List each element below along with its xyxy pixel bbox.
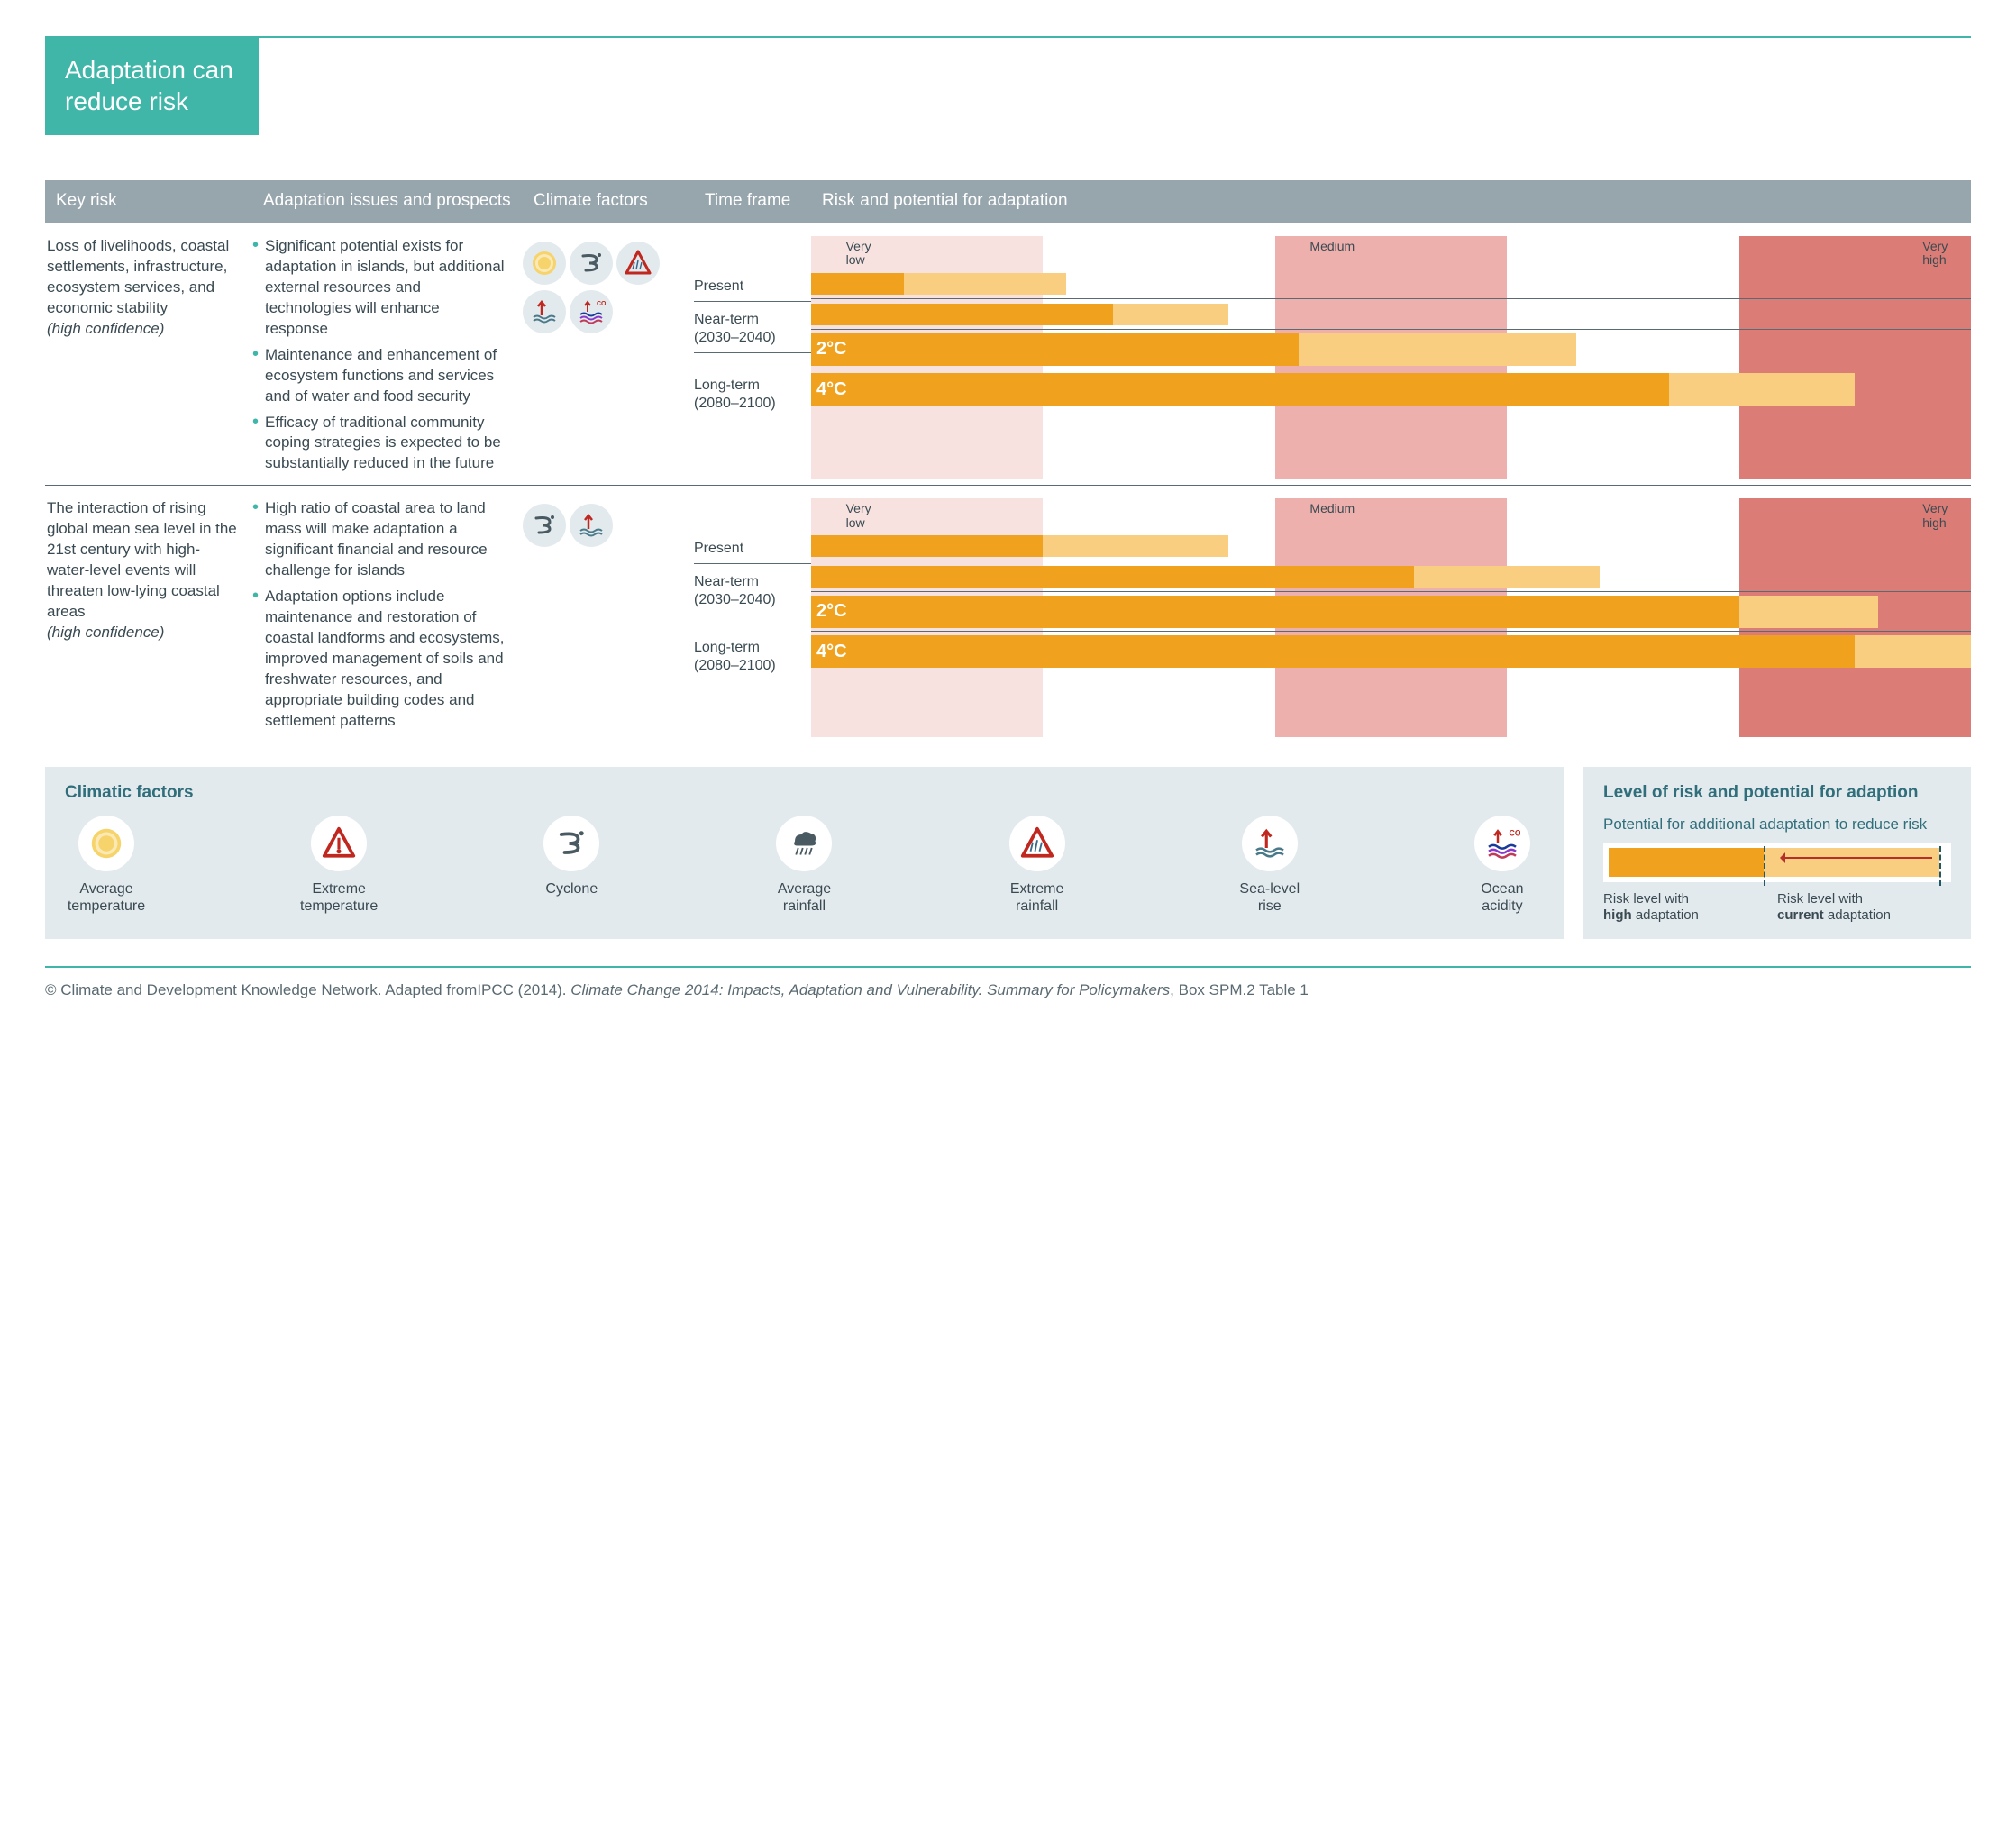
adaptation-item: High ratio of coastal area to land mass …	[265, 498, 506, 581]
key-risk-text: The interaction of rising global mean se…	[45, 498, 252, 736]
timeframe-labels: PresentNear-term(2030–2040)Long-term(208…	[694, 236, 811, 479]
temperature-label: 2°C	[816, 339, 847, 360]
key-risk-text: Loss of livelihoods, coastal settlements…	[45, 236, 252, 479]
legend-item-label: Cyclone	[530, 880, 613, 898]
risk-bar-row: 2°C	[811, 592, 1971, 632]
bar-high-adaptation	[811, 273, 904, 295]
legend-high-label: Risk level with high adaptation	[1603, 891, 1777, 925]
ext-rain-icon	[1009, 816, 1065, 871]
legend-bar-labels: Risk level with high adaptation Risk lev…	[1603, 891, 1951, 925]
title-line-2: reduce risk	[65, 87, 188, 115]
legend-bar-high	[1609, 848, 1764, 877]
legend-item-label: Averagerainfall	[762, 880, 845, 915]
sea-level-icon	[523, 290, 566, 333]
adaptation-arrow	[1783, 857, 1932, 859]
adaptation-list: Significant potential exists for adaptat…	[252, 236, 523, 479]
legend-item-label: Extremerainfall	[996, 880, 1079, 915]
climate-factor-icons	[523, 236, 694, 479]
sea-level-icon	[570, 504, 613, 547]
climate-factor-icons	[523, 498, 694, 736]
legend-ocean-acid: Oceanacidity	[1461, 816, 1544, 915]
legend-sea-level: Sea-levelrise	[1228, 816, 1311, 915]
legend-current-label: Risk level with current adaptation	[1777, 891, 1951, 925]
adaptation-item: Efficacy of traditional community coping…	[265, 413, 506, 475]
cyclone-icon	[543, 816, 599, 871]
title-box: Adaptation can reduce risk	[45, 38, 259, 135]
bar-high-adaptation	[811, 304, 1113, 325]
legend-item-label: Oceanacidity	[1461, 880, 1544, 915]
tf-present: Present	[694, 531, 811, 564]
temperature-label: 4°C	[816, 642, 847, 662]
legend-avg-rain: Averagerainfall	[762, 816, 845, 915]
col-adaptation: Adaptation issues and prospects	[252, 180, 523, 223]
risk-bar-row	[811, 561, 1971, 592]
legend-avg-temp: Averagetemperature	[65, 816, 148, 915]
risk-level-subtitle: Potential for additional adaptation to r…	[1603, 816, 1951, 834]
adaptation-item: Adaptation options include maintenance a…	[265, 587, 506, 732]
avg-rain-icon	[776, 816, 832, 871]
tf-long: Long-term(2080–2100)	[694, 353, 811, 433]
adaptation-item: Significant potential exists for adaptat…	[265, 236, 506, 340]
temperature-label: 4°C	[816, 379, 847, 400]
col-time-frame: Time frame	[694, 180, 811, 223]
bar-high-adaptation	[811, 373, 1669, 406]
risk-bar-row: 4°C	[811, 369, 1971, 409]
risk-bar-row	[811, 269, 1971, 299]
legend-item-label: Extremetemperature	[297, 880, 380, 915]
col-key-risk: Key risk	[45, 180, 252, 223]
ext-rain-icon	[616, 242, 660, 285]
risk-bar-row	[811, 531, 1971, 561]
risk-bar-row: 4°C	[811, 632, 1971, 671]
dash-current	[1939, 846, 1941, 886]
cyclone-icon	[570, 242, 613, 285]
temperature-label: 2°C	[816, 601, 847, 622]
ocean-acid-icon	[570, 290, 613, 333]
risk-bar-row: 2°C	[811, 330, 1971, 369]
table-header: Key risk Adaptation issues and prospects…	[45, 180, 1971, 223]
legend-item-label: Sea-levelrise	[1228, 880, 1311, 915]
legend-bar	[1603, 843, 1951, 882]
col-climate-factors: Climate factors	[523, 180, 694, 223]
risk-bars: VerylowMediumVeryhigh2°C4°C	[811, 498, 1971, 736]
tf-near: Near-term(2030–2040)	[694, 302, 811, 353]
risk-bar-row	[811, 299, 1971, 330]
legend-ext-temp: Extremetemperature	[297, 816, 380, 915]
ext-temp-icon	[311, 816, 367, 871]
legend-panels: Climatic factors Averagetemperature Extre…	[45, 767, 1971, 940]
climatic-factors-title: Climatic factors	[65, 783, 1544, 803]
footer-citation: © Climate and Development Knowledge Netw…	[45, 980, 1971, 1001]
sea-level-icon	[1242, 816, 1298, 871]
bar-high-adaptation	[811, 566, 1414, 588]
bar-high-adaptation	[811, 635, 1855, 668]
timeframe-labels: PresentNear-term(2030–2040)Long-term(208…	[694, 498, 811, 736]
tf-long: Long-term(2080–2100)	[694, 615, 811, 695]
climatic-factors-legend: Climatic factors Averagetemperature Extre…	[45, 767, 1564, 940]
avg-temp-icon	[523, 242, 566, 285]
cyclone-icon	[523, 504, 566, 547]
risk-level-legend: Level of risk and potential for adaption…	[1583, 767, 1971, 940]
risk-row: The interaction of rising global mean se…	[45, 486, 1971, 743]
bar-high-adaptation	[811, 333, 1299, 366]
legend-item-label: Averagetemperature	[65, 880, 148, 915]
adaptation-list: High ratio of coastal area to land mass …	[252, 498, 523, 736]
risk-bars: VerylowMediumVeryhigh2°C4°C	[811, 236, 1971, 479]
legend-cyclone: Cyclone	[530, 816, 613, 898]
title-line-1: Adaptation can	[65, 56, 233, 84]
risk-level-title: Level of risk and potential for adaption	[1603, 783, 1951, 803]
risk-row: Loss of livelihoods, coastal settlements…	[45, 223, 1971, 486]
ocean-acid-icon	[1474, 816, 1530, 871]
top-rule	[45, 36, 1971, 38]
dash-high	[1764, 846, 1765, 886]
avg-temp-icon	[78, 816, 134, 871]
adaptation-item: Maintenance and enhancement of ecosystem…	[265, 345, 506, 407]
bar-high-adaptation	[811, 596, 1739, 628]
bar-high-adaptation	[811, 535, 1043, 557]
legend-ext-rain: Extremerainfall	[996, 816, 1079, 915]
tf-present: Present	[694, 269, 811, 302]
col-risk-potential: Risk and potential for adaptation	[811, 180, 1971, 223]
tf-near: Near-term(2030–2040)	[694, 564, 811, 615]
footer-rule	[45, 966, 1971, 968]
